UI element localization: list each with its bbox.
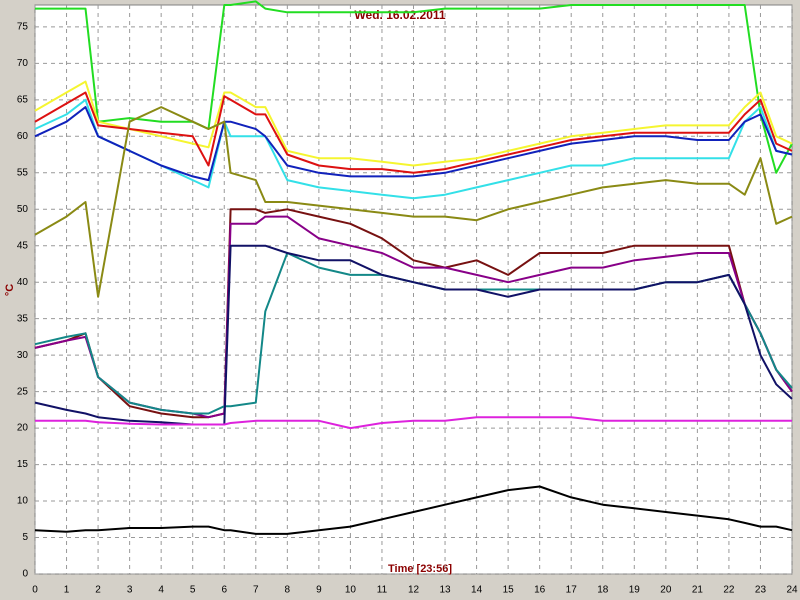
series-line bbox=[35, 416, 792, 430]
series-line bbox=[34, 485, 793, 535]
series-line bbox=[35, 0, 793, 174]
y-tick-label: 15 bbox=[17, 459, 29, 470]
x-tick-label: 1 bbox=[64, 585, 70, 596]
x-tick-label: 17 bbox=[566, 585, 578, 596]
x-tick-label: 2 bbox=[95, 585, 101, 596]
x-tick-label: 10 bbox=[345, 585, 357, 596]
series-line bbox=[34, 91, 793, 174]
y-tick-label: 40 bbox=[17, 277, 29, 288]
x-tick-label: 8 bbox=[285, 585, 291, 596]
series-line bbox=[34, 106, 793, 182]
y-tick-label: 0 bbox=[22, 569, 28, 580]
x-tick-label: 9 bbox=[316, 585, 322, 596]
x-tick-label: 5 bbox=[190, 585, 196, 596]
x-tick-label: 6 bbox=[221, 585, 227, 596]
y-tick-label: 20 bbox=[17, 423, 29, 434]
x-tick-label: 13 bbox=[439, 585, 451, 596]
y-tick-label: 35 bbox=[17, 313, 29, 324]
x-tick-label: 11 bbox=[377, 585, 388, 596]
y-tick-label: 70 bbox=[17, 58, 29, 69]
y-tick-label: 25 bbox=[17, 386, 29, 397]
y-tick-label: 5 bbox=[22, 532, 28, 543]
y-tick-label: 50 bbox=[17, 204, 29, 215]
y-axis-label: °C bbox=[4, 284, 16, 296]
x-tick-label: 20 bbox=[660, 585, 672, 596]
y-tick-label: 65 bbox=[17, 94, 29, 105]
y-tick-label: 45 bbox=[17, 240, 29, 251]
x-tick-label: 21 bbox=[692, 585, 704, 596]
y-tick-label: 55 bbox=[17, 167, 29, 178]
x-tick-label: 15 bbox=[503, 585, 515, 596]
x-tick-label: 14 bbox=[471, 585, 483, 596]
x-tick-label: 23 bbox=[755, 585, 767, 596]
x-tick-label: 7 bbox=[253, 585, 259, 596]
x-tick-label: 0 bbox=[32, 585, 38, 596]
series-line bbox=[34, 208, 793, 419]
x-axis-label: Time [23:56] bbox=[388, 563, 452, 575]
y-tick-label: 10 bbox=[17, 496, 29, 507]
x-tick-label: 18 bbox=[597, 585, 609, 596]
x-tick-label: 4 bbox=[158, 585, 164, 596]
x-tick-label: 22 bbox=[723, 585, 735, 596]
y-tick-label: 75 bbox=[17, 22, 29, 33]
x-tick-label: 19 bbox=[629, 585, 641, 596]
x-tick-label: 24 bbox=[786, 585, 798, 596]
y-tick-label: 60 bbox=[17, 131, 29, 142]
x-tick-label: 12 bbox=[408, 585, 420, 596]
x-tick-label: 16 bbox=[534, 585, 546, 596]
y-tick-label: 30 bbox=[17, 350, 29, 361]
series-line bbox=[34, 106, 793, 298]
x-tick-label: 3 bbox=[127, 585, 133, 596]
series-line bbox=[34, 244, 793, 426]
series-line bbox=[34, 80, 793, 167]
